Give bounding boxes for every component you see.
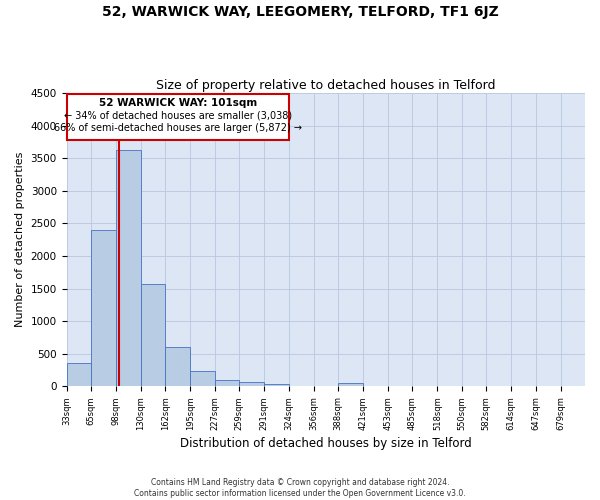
Bar — [141, 284, 165, 386]
Y-axis label: Number of detached properties: Number of detached properties — [15, 152, 25, 328]
Bar — [338, 383, 363, 386]
Bar — [91, 230, 116, 386]
Bar — [239, 382, 264, 386]
Bar — [190, 372, 215, 386]
Bar — [67, 363, 91, 386]
Bar — [116, 150, 141, 386]
Text: 52, WARWICK WAY, LEEGOMERY, TELFORD, TF1 6JZ: 52, WARWICK WAY, LEEGOMERY, TELFORD, TF1… — [101, 5, 499, 19]
FancyBboxPatch shape — [67, 94, 289, 140]
Text: Contains HM Land Registry data © Crown copyright and database right 2024.
Contai: Contains HM Land Registry data © Crown c… — [134, 478, 466, 498]
Text: ← 34% of detached houses are smaller (3,038): ← 34% of detached houses are smaller (3,… — [64, 110, 292, 120]
Text: 66% of semi-detached houses are larger (5,872) →: 66% of semi-detached houses are larger (… — [54, 123, 302, 133]
Bar — [165, 347, 190, 387]
X-axis label: Distribution of detached houses by size in Telford: Distribution of detached houses by size … — [180, 437, 472, 450]
Text: 52 WARWICK WAY: 101sqm: 52 WARWICK WAY: 101sqm — [98, 98, 257, 108]
Bar — [215, 380, 239, 386]
Title: Size of property relative to detached houses in Telford: Size of property relative to detached ho… — [156, 79, 496, 92]
Bar — [264, 384, 289, 386]
